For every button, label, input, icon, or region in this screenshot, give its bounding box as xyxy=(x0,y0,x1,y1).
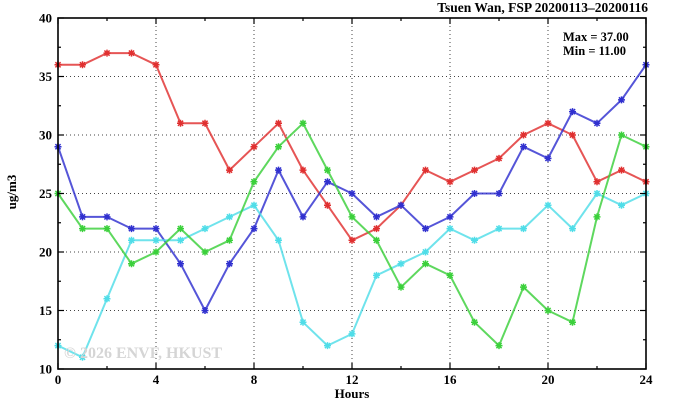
x-tick-label: 8 xyxy=(251,372,258,387)
y-tick-label: 30 xyxy=(39,128,52,143)
watermark: © 2026 ENVF, HKUST xyxy=(64,345,222,362)
x-tick-label: 4 xyxy=(153,372,160,387)
x-tick-label: 12 xyxy=(346,372,359,387)
legend-max-label: Max = 37.00 xyxy=(563,30,629,44)
y-tick-label: 40 xyxy=(39,11,52,26)
y-tick-label: 20 xyxy=(39,245,52,260)
blue-series-markers xyxy=(54,61,650,314)
x-tick-label: 0 xyxy=(55,372,62,387)
y-tick-label: 35 xyxy=(39,69,53,84)
x-tick-label: 20 xyxy=(542,372,555,387)
y-tick-label: 10 xyxy=(39,362,52,377)
x-tick-label: 24 xyxy=(640,372,654,387)
chart-title: Tsuen Wan, FSP 20200113–20200116 xyxy=(437,0,648,15)
legend-min-label: Min = 11.00 xyxy=(563,44,626,58)
plot-area: 0 4 8 12 16 20 24 10 15 20 25 30 35 40 xyxy=(39,11,653,388)
y-tick-label: 25 xyxy=(39,186,53,201)
x-tick-label: 16 xyxy=(444,372,458,387)
x-axis-label: Hours xyxy=(335,386,370,401)
y-tick-label: 15 xyxy=(39,303,53,318)
y-axis-label: ug/m3 xyxy=(4,174,19,209)
blue-series-line xyxy=(57,64,647,312)
